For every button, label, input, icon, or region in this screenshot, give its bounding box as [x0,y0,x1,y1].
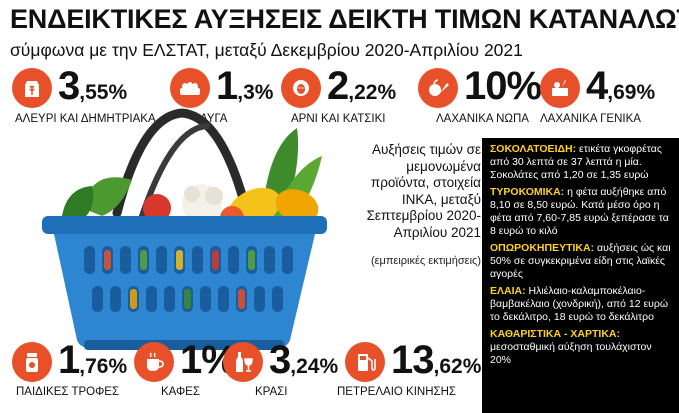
stat-value: 1,76% [58,338,128,382]
page-subtitle: σύμφωνα με την ΕΛΣΤΑΤ, μεταξύ Δεκεμβρίου… [10,40,523,60]
sheep-icon [281,68,321,108]
stat-label: ΛΑΧΑΝΙΚΑ ΝΩΠΑ [436,113,529,125]
stat-label: ΑΡΝΙ ΚΑΙ ΚΑΤΣΙΚΙ [291,113,386,125]
note-line: προϊόντα, στοιχεία [370,175,481,190]
note-line: Σεπτεμβρίου 2020- [366,208,481,223]
panel-entry: ΟΠΩΡΟΚΗΠΕΥΤΙΚΑ: αυξήσεις ώς και 50% σε σ… [490,242,671,281]
vegetables-icon [418,68,458,108]
baby-food-icon [12,342,52,382]
panel-entry-text: ετικέτα γκοφρέτας από 30 λεπτά σε 37 λεπ… [490,143,662,181]
panel-entry-heading: ΕΛΑΙΑ: [490,285,526,297]
panel-entry-heading: ΟΠΩΡΟΚΗΠΕΥΤΙΚΑ: [490,242,595,254]
stat-label: ΠΑΙΔΙΚΕΣ ΤΡΟΦΕΣ [16,386,120,398]
shopping-basket-icon [42,108,327,350]
vegetable-box-icon [540,68,580,108]
note-line: μεμονωμένα [406,158,481,174]
stat-value: 1,3% [216,64,274,108]
stat-label: ΠΕΤΡΕΛΑΙΟ ΚΙΝΗΣΗΣ [337,386,457,398]
wine-icon [223,342,263,382]
panel-entry-text: Ηλιέλαιο-καλαμποκέλαιο-βαμβακέλαιο (χονδ… [490,285,669,323]
stat-label: ΚΑΦΕΣ [161,386,200,398]
note-line: Αυξήσεις τιμών σε [371,142,481,157]
wheat-bag-icon [12,68,52,108]
coffee-cup-icon [134,342,174,382]
shopping-basket-illustration [22,108,342,358]
stat-label: ΑΛΕΥΡΙ ΚΑΙ ΔΗΜΗΤΡΙΑΚΑ [15,113,156,125]
panel-entry: ΚΑΘΑΡΙΣΤΙΚΑ - ΧΑΡΤΙΚΑ: μεσοσταθμική αύξη… [490,328,671,367]
info-panel: ΣΟΚΟΛΑΤΟΕΙΔΗ: ετικέτα γκοφρέτας από 30 λ… [482,138,679,413]
stat-value: 4,69% [586,64,656,108]
panel-entry-heading: ΚΑΘΑΡΙΣΤΙΚΑ - ΧΑΡΤΙΚΑ: [490,328,620,340]
panel-entry-text: αυξήσεις ώς και 50% σε συγκεκριμένα είδη… [490,242,671,280]
stat-value: 10% [464,64,542,108]
panel-entry-heading: ΣΟΚΟΛΑΤΟΕΙΔΗ: [490,143,577,155]
note-subtext: (εμπειρικές εκτιμήσεις) [370,255,481,267]
panel-entry-heading: ΤΥΡΟΚΟΜΙΚΑ: [490,186,565,198]
page-title: ΕΝΔΕΙΚΤΙΚΕΣ ΑΥΞΗΣΕΙΣ ΔΕΙΚΤΗ ΤΙΜΩΝ ΚΑΤΑΝΑ… [10,4,679,34]
stat-label: ΛΑΧΑΝΙΚΑ ΓΕΝΙΚΑ [540,113,641,125]
panel-entry-text: η φέτα αυξήθηκε από 8,10 σε 8,50 ευρώ. Κ… [490,186,669,237]
note-line: INKA, μεταξύ [401,191,481,207]
fuel-pump-icon [345,342,385,382]
note-line: Απριλίου 2021 [393,224,481,240]
stat-value: 3,55% [58,64,128,108]
panel-entry: ΤΥΡΟΚΟΜΙΚΑ: η φέτα αυξήθηκε από 8,10 σε … [490,186,671,238]
stat-value: 13,62% [391,338,482,382]
panel-entry: ΣΟΚΟΛΑΤΟΕΙΔΗ: ετικέτα γκοφρέτας από 30 λ… [490,143,671,182]
stat-value: 2,22% [327,64,397,108]
panel-entry: ΕΛΑΙΑ: Ηλιέλαιο-καλαμποκέλαιο-βαμβακέλαι… [490,285,671,324]
stat-value: 3,24% [269,338,339,382]
panel-entry-text: μεσοσταθμική αύξηση τουλάχιστον 20% [490,341,652,366]
stat-label: ΚΡΑΣΙ [255,386,288,398]
note-text: Αυξήσεις τιμών σε μεμονωμένα προϊόντα, σ… [338,142,481,241]
egg-carton-icon [170,68,210,108]
